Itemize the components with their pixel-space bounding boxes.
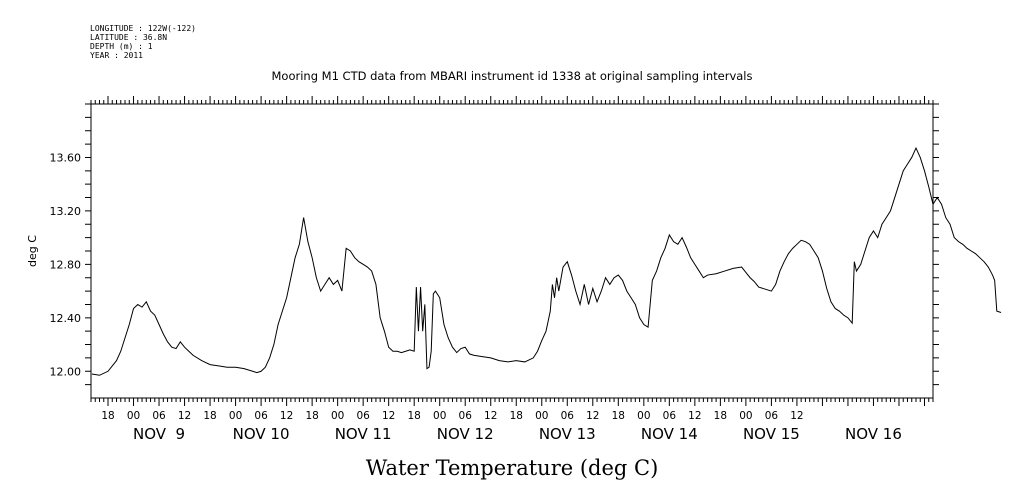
hour-tick-label: 00: [739, 410, 752, 422]
meta-latitude: LATITUDE : 36.8N: [90, 33, 167, 42]
hour-tick-label: 12: [382, 410, 395, 422]
hour-tick-label: 12: [178, 410, 191, 422]
day-labels: NOV 9 NOV 10 NOV 11 NOV 12 NOV 13 NOV 14 NOV 1…: [133, 425, 902, 443]
hour-tick-label: 18: [408, 410, 421, 422]
hour-tick-label: 18: [203, 410, 216, 422]
y-tick-labels: 12.00 12.40 12.80 13.20 13.60: [50, 151, 82, 378]
chart-title: Mooring M1 CTD data from MBARI instrumen…: [272, 69, 753, 83]
meta-longitude: LONGITUDE : 122W(-122): [90, 24, 196, 33]
hour-tick-label: 06: [663, 410, 677, 422]
meta-depth: DEPTH (m) : 1: [90, 42, 153, 51]
hour-tick-label: 18: [612, 410, 625, 422]
y-tick-label: 12.80: [50, 258, 82, 271]
hour-tick-label: 06: [254, 410, 268, 422]
day-label: NOV 15: [743, 425, 800, 443]
day-label: NOV 12: [437, 425, 494, 443]
x-axis-label: Water Temperature (deg C): [366, 456, 659, 480]
y-tick-label: 12.00: [50, 365, 82, 378]
hour-tick-label: 12: [790, 410, 803, 422]
y-tick-label: 12.40: [50, 312, 82, 325]
day-label: NOV 13: [539, 425, 596, 443]
day-label: NOV 9: [133, 425, 185, 443]
day-label: NOV 11: [335, 425, 392, 443]
hour-tick-label: 12: [688, 410, 701, 422]
hour-tick-label: 18: [305, 410, 318, 422]
hour-tick-label: 18: [714, 410, 727, 422]
hour-tick-label: 18: [510, 410, 523, 422]
y-tick-label: 13.20: [50, 205, 82, 218]
y-tick-label: 13.60: [50, 151, 82, 164]
hour-tick-label: 00: [331, 410, 344, 422]
day-label: NOV 10: [233, 425, 290, 443]
meta-year: YEAR : 2011: [90, 51, 143, 60]
tick-marks: [85, 96, 939, 406]
hour-tick-label: 12: [280, 410, 293, 422]
axis-ticks: [85, 96, 939, 406]
y-axis-label: deg C: [26, 235, 39, 267]
hour-tick-label: 18: [101, 410, 114, 422]
hour-tick-label: 00: [127, 410, 140, 422]
series-line: [91, 146, 1002, 376]
hour-tick-label: 00: [637, 410, 650, 422]
day-label: NOV 14: [641, 425, 698, 443]
hour-tick-label: 00: [535, 410, 548, 422]
plot-frame: [90, 103, 934, 399]
metadata-block: LONGITUDE : 122W(-122) LATITUDE : 36.8N …: [90, 24, 196, 60]
hour-tick-labels: 18 00 06 12 18 00 06 12 18 00 06 12 18 00 06 12 18 00 06 12…: [101, 410, 803, 422]
hour-tick-label: 06: [561, 410, 575, 422]
hour-tick-label: 06: [459, 410, 473, 422]
hour-tick-label: 12: [586, 410, 599, 422]
hour-tick-label: 06: [765, 410, 779, 422]
hour-tick-label: 06: [152, 410, 166, 422]
day-label: NOV 16: [845, 425, 902, 443]
hour-tick-label: 12: [484, 410, 497, 422]
hour-tick-label: 00: [433, 410, 446, 422]
hour-tick-label: 00: [229, 410, 242, 422]
hour-tick-label: 06: [356, 410, 370, 422]
